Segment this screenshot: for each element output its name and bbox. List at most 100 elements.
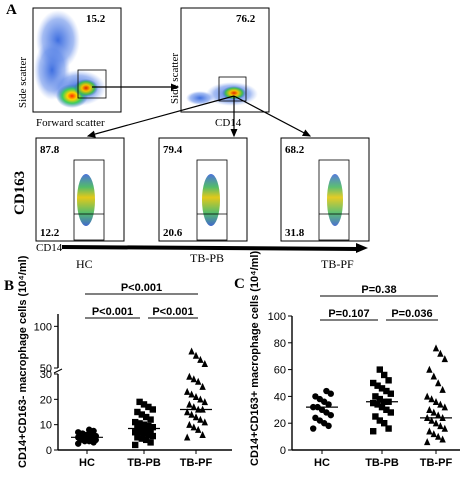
- chart-c-comparison-label: P=0.036: [391, 308, 432, 320]
- flow-row-ylabel: CD163: [12, 171, 28, 215]
- chart-b-point: [188, 390, 195, 398]
- chart-c-point: [383, 387, 390, 395]
- chart-b-point: [147, 416, 154, 423]
- chart-c-point: [428, 416, 435, 424]
- chart-c-point: [432, 419, 440, 427]
- chart-b-comparison-label: P<0.001: [121, 282, 162, 294]
- chart-c-y-label: CD14+CD163+ macrophage cells (10⁴/ml): [249, 251, 261, 466]
- chart-b-point: [75, 429, 82, 436]
- flow-cd163-plot-hc: 87.8 12.2: [35, 137, 125, 242]
- chart-b-point: [145, 422, 152, 430]
- chart-c-point: [424, 438, 431, 446]
- chart-c-point: [437, 422, 444, 430]
- flow-tbpb-bottom-value: 20.6: [163, 227, 183, 239]
- chart-b-y-tick-label: 50: [40, 363, 52, 375]
- chart-b-y-tick-label: 30: [40, 369, 52, 381]
- chart-c-y-tick-label: 40: [274, 391, 286, 403]
- chart-c-x-tick-label: HC: [314, 457, 330, 469]
- chart-b-point: [190, 423, 197, 431]
- chart-c-point: [430, 408, 437, 416]
- chart-c-point: [378, 385, 386, 392]
- chart-b-comparison-label: P<0.001: [152, 306, 193, 318]
- chart-c-point: [435, 411, 442, 419]
- panel-label-b: B: [4, 278, 14, 294]
- chart-b-x-tick-label: TB-PB: [127, 457, 161, 469]
- chart-c-point: [381, 420, 388, 427]
- chart-c-point: [439, 435, 446, 443]
- panel-label-c: C: [234, 276, 245, 292]
- chart-c-point: [441, 403, 448, 411]
- chart-c-y-tick-label: 80: [274, 338, 286, 350]
- chart-b-point: [192, 413, 200, 421]
- chart-b-point: [190, 403, 197, 411]
- flow-hc-bottom-value: 12.2: [40, 227, 60, 239]
- chart-c-comparison-label: P=0.38: [361, 284, 396, 296]
- flow-tbpf-bottom-value: 31.8: [285, 227, 305, 239]
- chart-c-point: [385, 377, 392, 384]
- flow-plot-scatter: 15.2 Side scatter Forward scatter: [17, 7, 122, 129]
- chart-c-point: [426, 406, 433, 413]
- chart-c-point: [437, 400, 444, 408]
- chart-c-point: [385, 425, 392, 432]
- chart-b-point: [192, 393, 200, 400]
- chart-b-point: [143, 426, 150, 433]
- chart-b-point: [184, 408, 191, 416]
- chart-b-point: [140, 421, 148, 428]
- flow-cd163-plot-tbpf: 68.2 31.8: [280, 137, 370, 242]
- chart-c-point: [439, 385, 446, 393]
- flow-plot2-gate-value: 76.2: [236, 13, 256, 25]
- chart-b-y-tick-label: 100: [34, 321, 52, 333]
- chart-b-point: [186, 372, 193, 380]
- chart-c-point: [370, 428, 377, 435]
- chart-b-point: [143, 413, 150, 421]
- chart-b-axis-break: [53, 368, 63, 374]
- chart-b-y-label: CD14+CD163- macrophage cells (10⁴/ml): [17, 255, 29, 468]
- chart-b-y-tick-label: 0: [46, 445, 52, 457]
- chart-c-point: [323, 387, 330, 395]
- chart-c-y-tick-label: 20: [274, 418, 286, 430]
- chart-b-point: [195, 377, 202, 385]
- chart-b-point: [145, 431, 152, 438]
- flow-group-label-tbpf: TB-PF: [321, 257, 354, 271]
- chart-b-point: [149, 432, 156, 440]
- chart-b-point: [132, 441, 139, 449]
- chart-c-point: [372, 413, 379, 420]
- flow-cd163-plot-tbpb: 79.4 20.6: [158, 137, 248, 242]
- chart-c-point: [372, 393, 379, 400]
- chart-c-point: [376, 395, 383, 403]
- chart-c-point: [381, 371, 388, 379]
- flow-arrows: [86, 83, 312, 138]
- chart-b-point: [197, 355, 204, 363]
- chart-c-point: [378, 403, 386, 411]
- chart-b-point: [192, 351, 200, 359]
- chart-b-y-tick-label: 10: [40, 420, 52, 432]
- chart-b-point: [184, 387, 191, 395]
- chart-b-point: [136, 420, 143, 427]
- chart-c-point: [426, 427, 433, 435]
- flow-tbpf-top-value: 68.2: [285, 144, 305, 156]
- chart-c-point: [376, 366, 383, 373]
- chart-c-y-tick-label: 60: [274, 365, 286, 377]
- panel-label-a: A: [6, 2, 17, 18]
- chart-c-point: [312, 393, 319, 400]
- chart-b-point: [195, 425, 202, 433]
- flow-group-label-tbpb: TB-PB: [190, 251, 224, 265]
- chart-b-point: [201, 418, 208, 426]
- chart-b-point: [149, 424, 156, 431]
- chart-c-point: [387, 409, 394, 416]
- chart-c-point: [374, 401, 381, 408]
- chart-b-point: [184, 433, 191, 441]
- chart-c-point: [430, 372, 437, 380]
- flow-hc-top-value: 87.8: [40, 144, 60, 156]
- chart-c-x-tick-label: TB-PB: [365, 457, 399, 469]
- chart-b-point: [149, 406, 156, 413]
- chart-c-point: [376, 417, 383, 424]
- flow-group-label-hc: HC: [76, 257, 93, 271]
- chart-b-point: [132, 418, 139, 426]
- chart-b-point: [138, 435, 145, 442]
- chart-b-point: [145, 403, 152, 411]
- chart-c-point: [370, 399, 377, 407]
- chart-b-y-tick-label: 20: [40, 394, 52, 406]
